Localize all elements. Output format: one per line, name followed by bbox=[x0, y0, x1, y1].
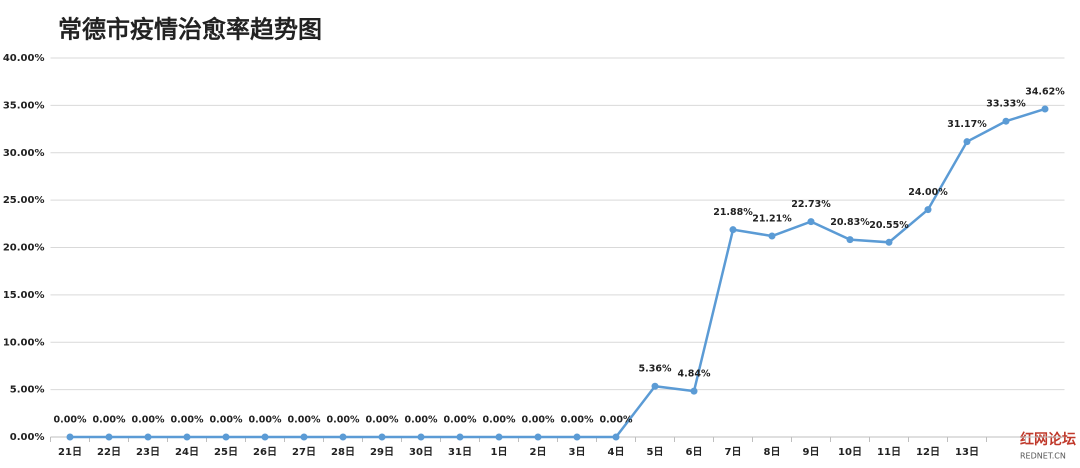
x-tick-label: 10日 bbox=[838, 446, 862, 458]
value-label: 0.00% bbox=[249, 415, 282, 426]
y-tick-label: 30.00% bbox=[3, 148, 45, 159]
value-label: 24.00% bbox=[908, 187, 948, 198]
value-label: 0.00% bbox=[54, 415, 87, 426]
value-label: 5.36% bbox=[639, 364, 672, 375]
value-label: 0.00% bbox=[522, 415, 555, 426]
point bbox=[66, 433, 74, 441]
point bbox=[1041, 105, 1049, 113]
x-tick-label: 2日 bbox=[530, 446, 547, 458]
x-tick-label: 21日 bbox=[58, 446, 82, 458]
value-label: 22.73% bbox=[791, 199, 831, 210]
value-label: 0.00% bbox=[483, 415, 516, 426]
value-label: 20.83% bbox=[830, 217, 870, 228]
point bbox=[417, 433, 425, 441]
x-tick-label: 13日 bbox=[955, 446, 979, 458]
value-label: 21.88% bbox=[713, 207, 753, 218]
value-label: 0.00% bbox=[93, 415, 126, 426]
value-label: 0.00% bbox=[171, 415, 204, 426]
value-label: 20.55% bbox=[869, 220, 909, 231]
point bbox=[339, 433, 347, 441]
x-tick-label: 27日 bbox=[292, 446, 316, 458]
x-tick-label: 24日 bbox=[175, 446, 199, 458]
point bbox=[495, 433, 503, 441]
value-label: 34.62% bbox=[1025, 86, 1065, 97]
value-label: 0.00% bbox=[288, 415, 321, 426]
x-tick-label: 7日 bbox=[725, 446, 742, 458]
y-tick-label: 10.00% bbox=[3, 337, 45, 348]
point bbox=[534, 433, 542, 441]
x-tick-label: 30日 bbox=[409, 446, 433, 458]
point bbox=[261, 433, 269, 441]
chart-title: 常德市疫情治愈率趋势图 bbox=[58, 15, 322, 44]
point bbox=[612, 433, 620, 441]
watermark: 红网论坛 bbox=[1020, 431, 1076, 448]
point bbox=[729, 226, 737, 234]
x-tick-label: 4日 bbox=[608, 446, 625, 458]
point bbox=[1002, 117, 1010, 125]
value-label: 0.00% bbox=[600, 415, 633, 426]
y-tick-label: 40.00% bbox=[3, 53, 45, 64]
point bbox=[378, 433, 386, 441]
value-label: 0.00% bbox=[366, 415, 399, 426]
value-label: 0.00% bbox=[327, 415, 360, 426]
x-tick-label: 8日 bbox=[764, 446, 781, 458]
x-tick-label: 22日 bbox=[97, 446, 121, 458]
point bbox=[300, 433, 308, 441]
point bbox=[924, 206, 932, 214]
watermark-site: REDNET.CN bbox=[1020, 452, 1066, 461]
y-tick-label: 20.00% bbox=[3, 243, 45, 254]
value-label: 33.33% bbox=[986, 99, 1026, 110]
point bbox=[456, 433, 464, 441]
value-label: 4.84% bbox=[678, 369, 711, 380]
point bbox=[846, 236, 854, 244]
point bbox=[105, 433, 113, 441]
y-tick-label: 35.00% bbox=[3, 100, 45, 111]
x-tick-label: 11日 bbox=[877, 446, 901, 458]
x-tick-label: 9日 bbox=[803, 446, 820, 458]
y-tick-label: 0.00% bbox=[10, 432, 45, 443]
point bbox=[222, 433, 230, 441]
point bbox=[690, 387, 698, 395]
x-tick-label: 1日 bbox=[491, 446, 508, 458]
x-tick-label: 3日 bbox=[569, 446, 586, 458]
value-label: 0.00% bbox=[561, 415, 594, 426]
x-tick-label: 12日 bbox=[916, 446, 940, 458]
line bbox=[70, 107, 1046, 439]
x-tick-label: 26日 bbox=[253, 446, 277, 458]
y-tick-label: 25.00% bbox=[3, 195, 45, 206]
value-label: 0.00% bbox=[444, 415, 477, 426]
value-label: 0.00% bbox=[405, 415, 438, 426]
value-label: 0.00% bbox=[210, 415, 243, 426]
x-tick-label: 29日 bbox=[370, 446, 394, 458]
point bbox=[963, 138, 971, 146]
value-label: 21.21% bbox=[752, 214, 792, 225]
x-tick-label: 31日 bbox=[448, 446, 472, 458]
value-label: 31.17% bbox=[947, 119, 987, 130]
x-tick-label: 23日 bbox=[136, 446, 160, 458]
x-tick-label: 25日 bbox=[214, 446, 238, 458]
point bbox=[573, 433, 581, 441]
x-tick-label: 5日 bbox=[647, 446, 664, 458]
y-tick-label: 5.00% bbox=[10, 385, 45, 396]
point bbox=[885, 238, 893, 246]
y-tick-label: 15.00% bbox=[3, 290, 45, 301]
point bbox=[183, 433, 191, 441]
point bbox=[768, 232, 776, 240]
value-label: 0.00% bbox=[132, 415, 165, 426]
point bbox=[807, 218, 815, 226]
x-tick-label: 6日 bbox=[686, 446, 703, 458]
point bbox=[144, 433, 152, 441]
point bbox=[651, 382, 659, 390]
x-tick-label: 28日 bbox=[331, 446, 355, 458]
